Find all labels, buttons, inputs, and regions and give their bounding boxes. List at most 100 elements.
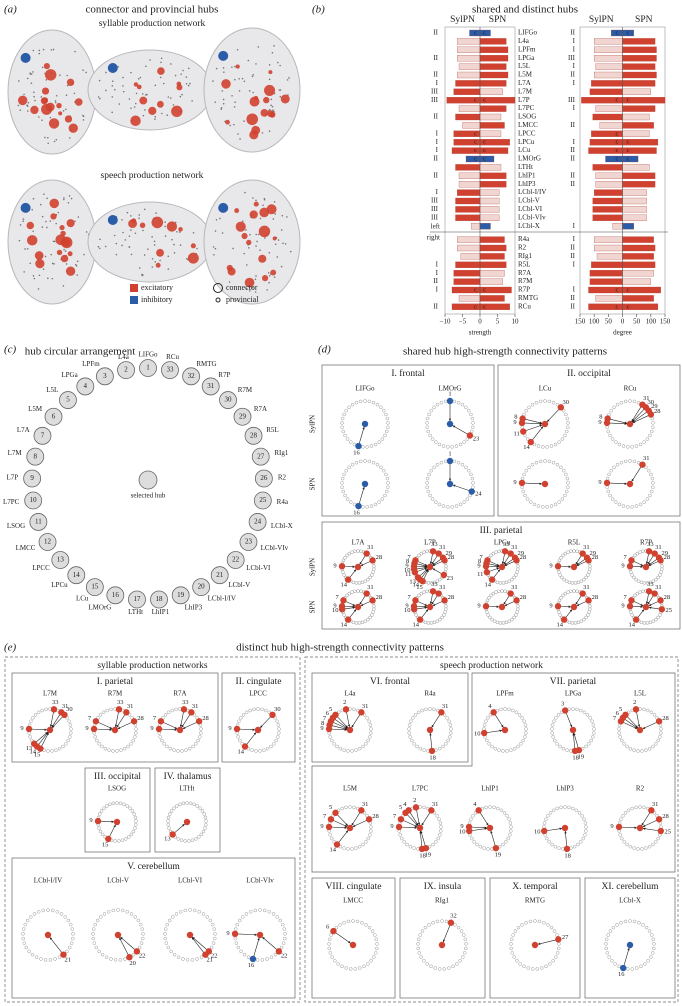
hub-node — [33, 426, 52, 445]
target-node — [188, 709, 195, 716]
group-label: VII. parietal — [550, 677, 597, 687]
ring-node — [442, 967, 447, 971]
center-node — [113, 818, 121, 826]
ring-node — [370, 929, 375, 933]
ring-node — [561, 593, 565, 598]
ring-node — [192, 802, 196, 807]
target-node — [422, 844, 430, 852]
hub-name: LSOG — [518, 113, 536, 121]
ring-node — [36, 910, 41, 914]
node-dot — [286, 216, 288, 218]
ring-node — [579, 619, 584, 623]
target-number: 10 — [474, 730, 481, 737]
bar — [457, 55, 481, 62]
target-node — [233, 725, 241, 733]
ring-node — [109, 957, 113, 961]
node-dot — [279, 95, 282, 98]
ring-node — [361, 842, 365, 847]
ring-node — [233, 936, 238, 941]
ring-node — [97, 826, 101, 830]
target-number: 9 — [513, 479, 516, 486]
target-number: 7 — [623, 554, 627, 561]
bar — [589, 88, 623, 95]
ring-node — [190, 838, 195, 842]
node-dot — [233, 106, 236, 108]
hub-node — [29, 513, 48, 531]
target-number: 28 — [448, 554, 455, 561]
hub-sphere — [68, 123, 78, 133]
ring-node — [386, 481, 390, 485]
node-dot — [255, 245, 257, 247]
ring-node — [535, 967, 540, 971]
bar — [622, 38, 656, 45]
node-dot — [122, 76, 124, 79]
ring-node — [196, 738, 200, 743]
ring-node — [400, 836, 404, 841]
hub-node — [76, 377, 95, 396]
ring-node — [437, 746, 442, 751]
ring-node — [565, 416, 570, 421]
ring-node — [181, 801, 186, 806]
ring-node — [271, 912, 276, 916]
ring-node — [368, 735, 372, 739]
hub-name: LIFGo — [518, 29, 538, 37]
ring-node — [462, 440, 466, 444]
ring-node — [651, 937, 656, 942]
hub-node — [38, 533, 57, 551]
hub-label: L5L — [46, 386, 58, 394]
target-number: 10 — [404, 567, 411, 574]
ring-node — [65, 949, 69, 954]
ring-node — [398, 833, 402, 837]
node-dot — [257, 46, 260, 48]
ring-node — [367, 459, 372, 464]
ring-node — [572, 844, 577, 849]
node-dot — [284, 243, 287, 245]
node-dot — [65, 108, 67, 111]
ring-node — [41, 908, 46, 913]
target-node — [585, 597, 592, 604]
node-dot — [144, 94, 147, 96]
hub-node — [182, 367, 201, 386]
ring-node — [654, 742, 658, 746]
hub-sphere — [43, 62, 50, 70]
target-node — [344, 576, 352, 583]
ring-node — [501, 842, 505, 847]
ring-node — [509, 829, 513, 833]
hub-name: LPCu — [494, 539, 511, 547]
ring-node — [527, 465, 531, 470]
target-number: 30 — [66, 706, 73, 713]
target-number: 31 — [439, 544, 446, 551]
ring-node — [619, 920, 623, 925]
target-node — [50, 706, 58, 713]
ring-node — [557, 846, 561, 850]
ring-node — [444, 567, 448, 572]
center-node — [570, 603, 578, 611]
bar — [591, 261, 623, 268]
ring-node — [98, 915, 103, 919]
ring-node — [335, 744, 339, 749]
hub-name: R4a — [518, 235, 530, 243]
hub-name: L5L — [518, 62, 530, 70]
node-dot — [272, 218, 275, 220]
ring-node — [100, 744, 104, 749]
ring-node — [592, 727, 596, 731]
ring-node — [591, 735, 595, 739]
hub-sphere — [280, 94, 290, 104]
bar — [622, 197, 647, 205]
ring-node — [482, 846, 486, 850]
ring-node — [589, 738, 593, 743]
hub-name: LCbl-X — [619, 897, 641, 905]
bar — [594, 55, 623, 62]
node-dot — [111, 111, 113, 114]
target-number: 14 — [29, 748, 36, 755]
node-dot — [234, 78, 236, 81]
node-dot — [55, 138, 58, 141]
ring-node — [342, 748, 346, 752]
node-dot — [181, 93, 183, 96]
node-dot — [237, 133, 239, 135]
node-dot — [171, 238, 173, 241]
ring-node — [654, 840, 658, 844]
node-dot — [185, 76, 188, 78]
ring-node — [532, 502, 537, 507]
module-label: II — [570, 146, 575, 154]
